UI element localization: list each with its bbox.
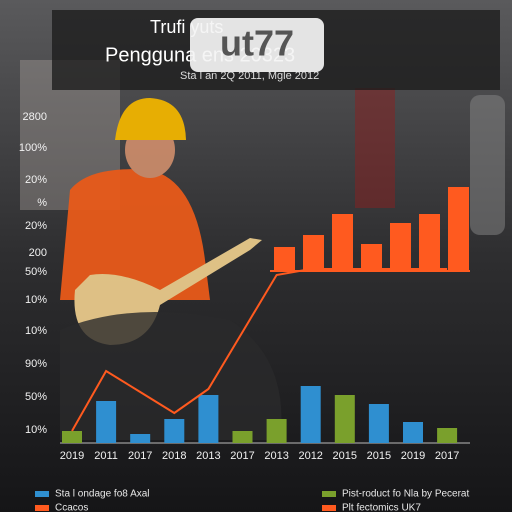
bar bbox=[403, 422, 423, 443]
upper-bar bbox=[303, 235, 324, 271]
legend-swatch bbox=[322, 505, 336, 511]
legend-label: Pist-roduct fo Nla by Pecerat bbox=[342, 489, 469, 500]
legend-label: Ccacos bbox=[55, 503, 88, 512]
bar bbox=[266, 419, 287, 443]
bar bbox=[164, 419, 185, 443]
x-tick-label: 2017 bbox=[230, 450, 254, 462]
upper-bar bbox=[274, 247, 295, 271]
legend-label: Plt fectomics UK7 bbox=[342, 503, 421, 512]
bar bbox=[368, 404, 389, 443]
bar bbox=[437, 428, 458, 443]
bystander bbox=[355, 88, 395, 208]
y-label: 200 bbox=[29, 247, 47, 259]
x-tick-label: 2013 bbox=[196, 450, 220, 462]
x-tick-label: 2013 bbox=[264, 450, 288, 462]
watermark: ut77 bbox=[220, 23, 294, 64]
line bbox=[71, 268, 448, 432]
x-tick-label: 2019 bbox=[401, 450, 425, 462]
bar bbox=[62, 431, 82, 443]
y-label: 20% bbox=[25, 174, 47, 186]
y-label: 50% bbox=[25, 391, 47, 403]
bar bbox=[130, 434, 151, 443]
y-label: 10% bbox=[25, 325, 47, 337]
y-label: 10% bbox=[25, 424, 47, 436]
caption: Sta l an 2Q 2011, Mgle 2012 bbox=[180, 70, 319, 82]
x-tick-label: 2012 bbox=[298, 450, 322, 462]
upper-bar bbox=[332, 214, 353, 271]
upper-bar bbox=[419, 214, 440, 271]
y-label: 10% bbox=[25, 294, 47, 306]
x-tick-label: 2018 bbox=[162, 450, 186, 462]
bar bbox=[198, 395, 219, 443]
bar bbox=[232, 431, 253, 443]
x-tick-label: 2017 bbox=[128, 450, 152, 462]
legend-label: Sta l ondage fo8 Axal bbox=[55, 489, 150, 500]
bystander bbox=[470, 95, 505, 235]
legend-swatch bbox=[35, 505, 49, 511]
bar bbox=[300, 386, 321, 443]
y-label: % bbox=[37, 197, 47, 209]
upper-bar bbox=[448, 187, 469, 271]
y-label: 90% bbox=[25, 358, 47, 370]
upper-bar bbox=[390, 223, 411, 271]
y-label: 20% bbox=[25, 220, 47, 232]
y-label: 50% bbox=[25, 266, 47, 278]
y-label: 100% bbox=[19, 142, 47, 154]
x-tick-label: 2011 bbox=[94, 450, 118, 462]
bar bbox=[96, 401, 117, 443]
x-tick-label: 2017 bbox=[435, 450, 459, 462]
legend-swatch bbox=[35, 491, 49, 497]
watermark-box bbox=[190, 18, 324, 72]
x-tick-label: 2015 bbox=[333, 450, 357, 462]
bar bbox=[334, 395, 355, 443]
legend-swatch bbox=[322, 491, 336, 497]
x-tick-label: 2019 bbox=[60, 450, 84, 462]
upper-bar bbox=[361, 244, 382, 271]
x-tick-label: 2015 bbox=[367, 450, 391, 462]
y-label: 2800 bbox=[23, 111, 47, 123]
